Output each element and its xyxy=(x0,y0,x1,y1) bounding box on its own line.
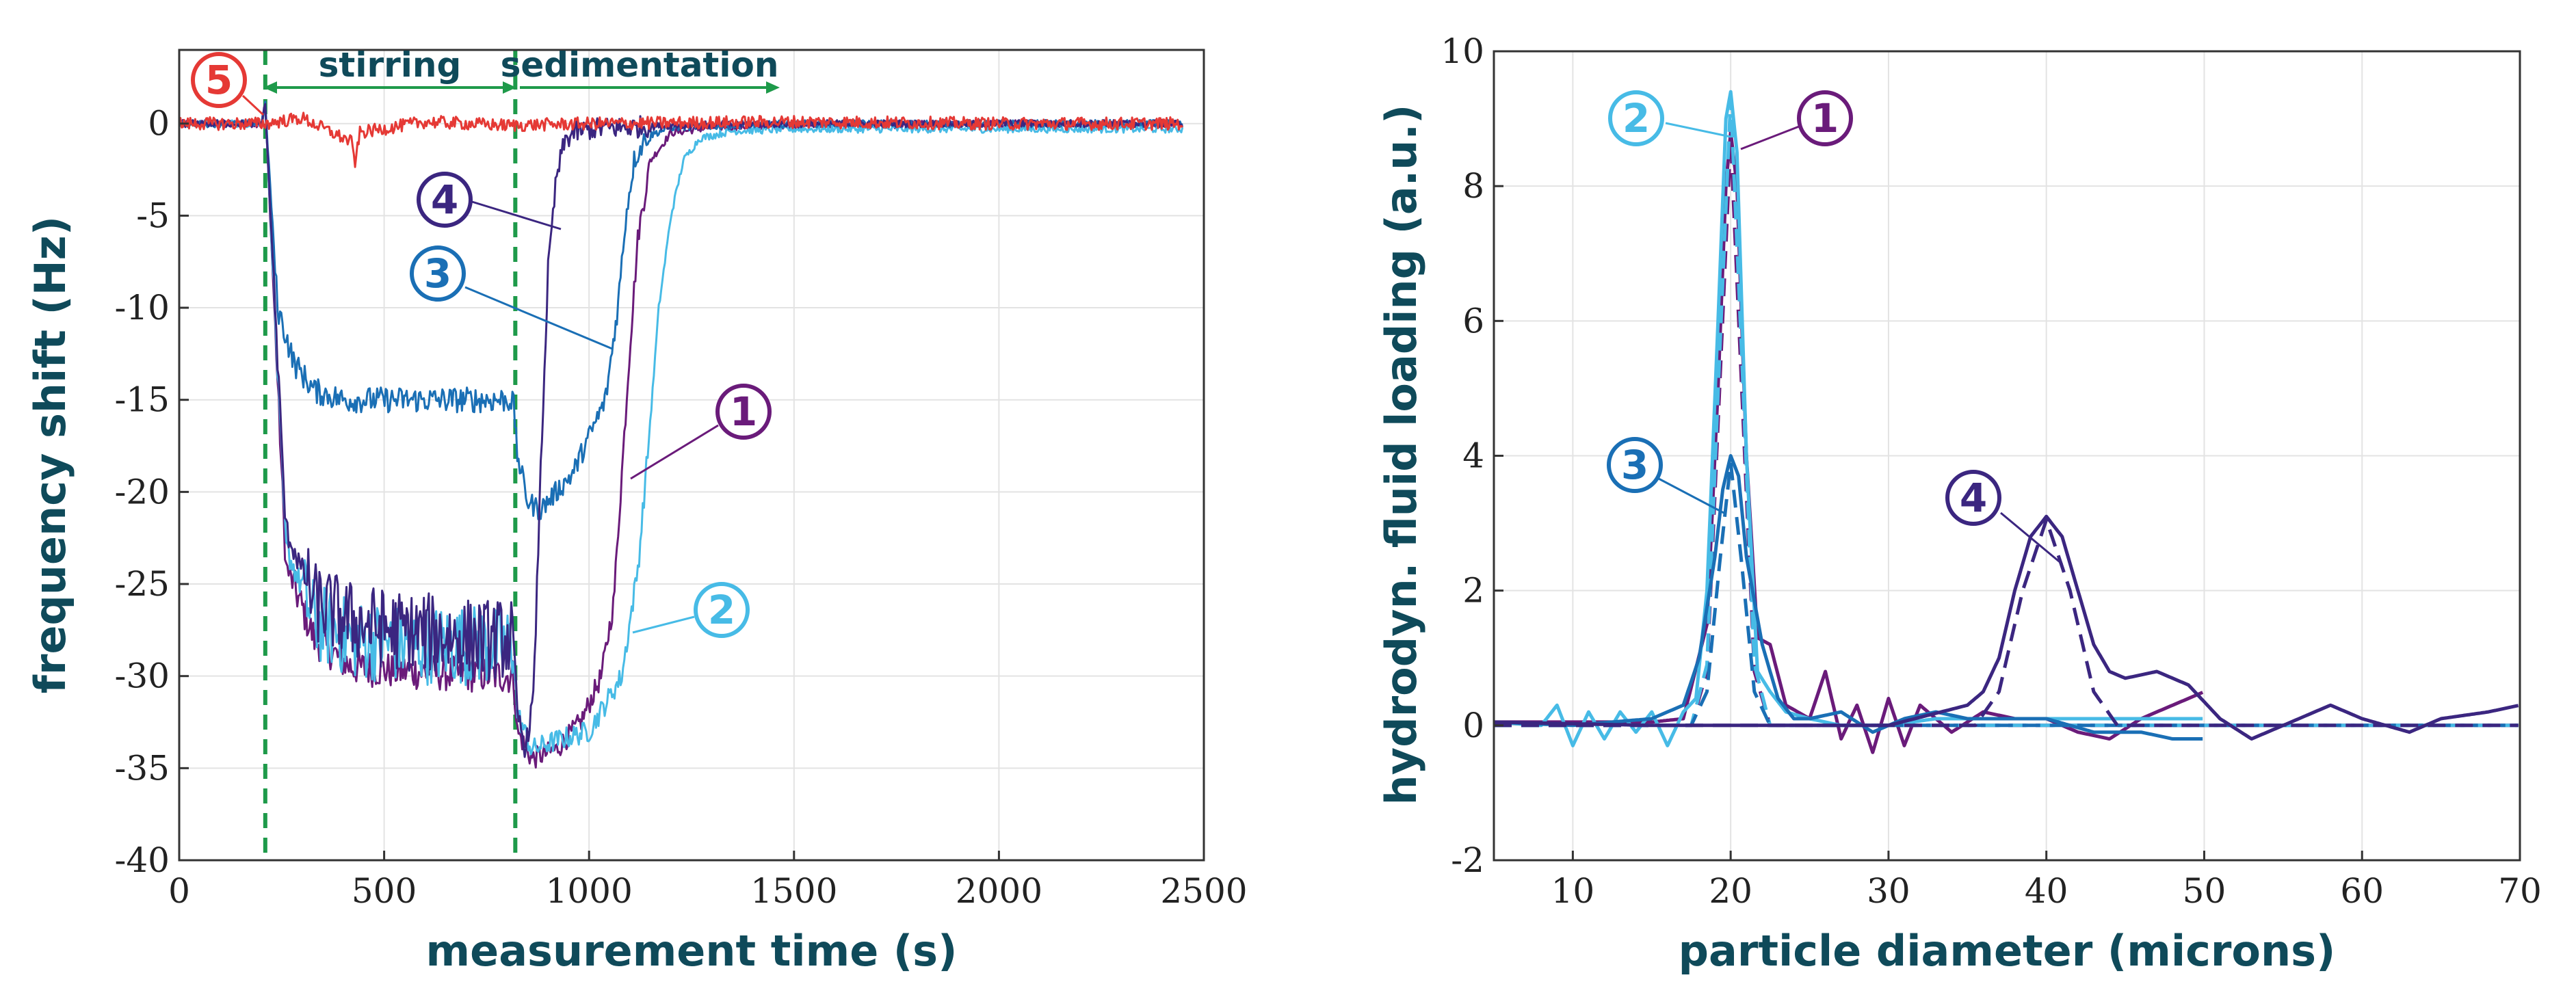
x-tick-label: 0 xyxy=(168,871,190,911)
series-line-1 xyxy=(179,103,1183,769)
callout-3-left: 3 xyxy=(410,245,613,350)
x-tick-label: 70 xyxy=(2498,871,2542,911)
y-tick-label: -25 xyxy=(114,564,170,604)
left-phase-lines xyxy=(263,50,518,860)
callout-1-left-label: 1 xyxy=(730,388,757,435)
y-tick-label: -2 xyxy=(1451,840,1484,880)
callout-3-left-circle xyxy=(410,245,466,302)
callout-1-right-circle xyxy=(1797,90,1853,146)
callout-4-right-label: 4 xyxy=(1960,475,1987,521)
callout-3-right: 3 xyxy=(1607,437,1724,514)
series-line-3 xyxy=(1494,454,2203,741)
callout-5-leader xyxy=(241,94,265,116)
callout-2-left-leader xyxy=(632,615,695,634)
stirring-label: stirring xyxy=(319,45,462,85)
callout-1-left: 1 xyxy=(630,384,772,480)
y-tick-label: 10 xyxy=(1441,31,1484,71)
callout-4-left-circle xyxy=(417,172,473,228)
callout-2-right-label: 2 xyxy=(1622,95,1650,142)
right-series xyxy=(1494,90,2519,754)
y-tick-label: -20 xyxy=(114,472,170,511)
callout-4-right: 4 xyxy=(1945,470,2063,566)
y-tick-label: 2 xyxy=(1462,571,1484,611)
y-tick-label: -40 xyxy=(114,840,170,880)
y-tick-label: 6 xyxy=(1462,301,1484,341)
x-tick-label: 1000 xyxy=(546,871,633,911)
x-tick-label: 1500 xyxy=(750,871,837,911)
callout-3-left-label: 3 xyxy=(424,250,451,297)
y-tick-label: -15 xyxy=(114,380,170,420)
x-tick-label: 40 xyxy=(2025,871,2068,911)
sedimentation-label: sedimentation xyxy=(501,45,779,85)
callout-2-left: 2 xyxy=(632,582,750,638)
series-line-4-fit xyxy=(1494,518,2519,728)
callout-4-left-label: 4 xyxy=(431,176,458,223)
callout-1-right-label: 1 xyxy=(1811,95,1839,142)
stirring-arrow-left-head xyxy=(263,81,277,94)
x-tick-label: 20 xyxy=(1709,871,1752,911)
y-tick-label: -10 xyxy=(114,288,170,328)
x-tick-label: 30 xyxy=(1867,871,1910,911)
stirring-arrow-right-head xyxy=(503,81,516,94)
sedimentation-arrow-head xyxy=(766,81,780,94)
y-tick-label: -35 xyxy=(114,748,170,788)
y-tick-label: -5 xyxy=(136,196,170,235)
callout-1-right-leader xyxy=(1740,125,1800,150)
callout-2-right: 2 xyxy=(1608,90,1731,146)
callout-3-left-leader xyxy=(464,286,613,350)
callout-1-left-circle xyxy=(715,384,772,440)
callout-2-left-circle xyxy=(694,582,750,638)
sedimentation-annotation: sedimentation xyxy=(501,45,780,94)
callout-5-label: 5 xyxy=(205,57,233,103)
left-tick-labels: 0 500 1000 1500 2000 2500 0 -5 -10 -15 -20 -25 -30 -3… xyxy=(114,104,1247,911)
callout-1-left-leader xyxy=(630,424,719,480)
y-tick-label: 8 xyxy=(1462,166,1484,206)
callout-3-right-label: 3 xyxy=(1621,442,1648,488)
right-y-axis-label: hydrodyn. fluid loading (a.u.) xyxy=(1376,105,1426,806)
right-tick-labels: 10 20 30 40 50 60 70 -2 0 2 4 6 8 10 xyxy=(1441,31,2541,911)
callout-2-right-circle xyxy=(1608,90,1664,146)
x-tick-label: 2000 xyxy=(956,871,1042,911)
left-y-axis-label: frequency shift (Hz) xyxy=(25,216,75,693)
x-tick-label: 60 xyxy=(2340,871,2384,911)
callout-5-circle xyxy=(191,52,247,108)
left-series xyxy=(179,101,1184,769)
x-tick-label: 2500 xyxy=(1160,871,1247,911)
x-tick-label: 50 xyxy=(2183,871,2226,911)
right-chart: 10 20 30 40 50 60 70 -2 0 2 4 6 8 10 hydrodyn. fluid … xyxy=(1376,31,2542,976)
series-line-5 xyxy=(179,111,1183,168)
y-tick-label: -30 xyxy=(114,656,170,696)
x-tick-label: 10 xyxy=(1551,871,1595,911)
callout-1-right: 1 xyxy=(1740,90,1853,150)
callout-2-right-leader xyxy=(1665,122,1731,138)
left-x-axis-label: measurement time (s) xyxy=(426,926,958,976)
y-tick-label: 0 xyxy=(1462,706,1484,745)
stirring-annotation: stirring xyxy=(263,45,516,94)
callout-3-right-leader xyxy=(1658,477,1724,514)
callout-4-right-leader xyxy=(2000,511,2063,566)
callout-4-right-circle xyxy=(1945,470,2001,526)
right-x-axis-label: particle diameter (microns) xyxy=(1679,926,2336,976)
left-chart: 0 500 1000 1500 2000 2500 0 -5 -10 -15 -20 -25 -30 -3… xyxy=(25,45,1248,976)
callout-3-right-circle xyxy=(1607,437,1663,493)
y-tick-label: 0 xyxy=(148,104,170,144)
y-tick-label: 4 xyxy=(1462,436,1484,476)
left-frame xyxy=(178,49,1205,862)
x-tick-label: 500 xyxy=(352,871,417,911)
callout-4-left: 4 xyxy=(417,172,562,230)
callout-4-left-leader xyxy=(471,200,562,230)
callout-2-left-label: 2 xyxy=(708,587,735,633)
callout-5: 5 xyxy=(191,52,265,116)
